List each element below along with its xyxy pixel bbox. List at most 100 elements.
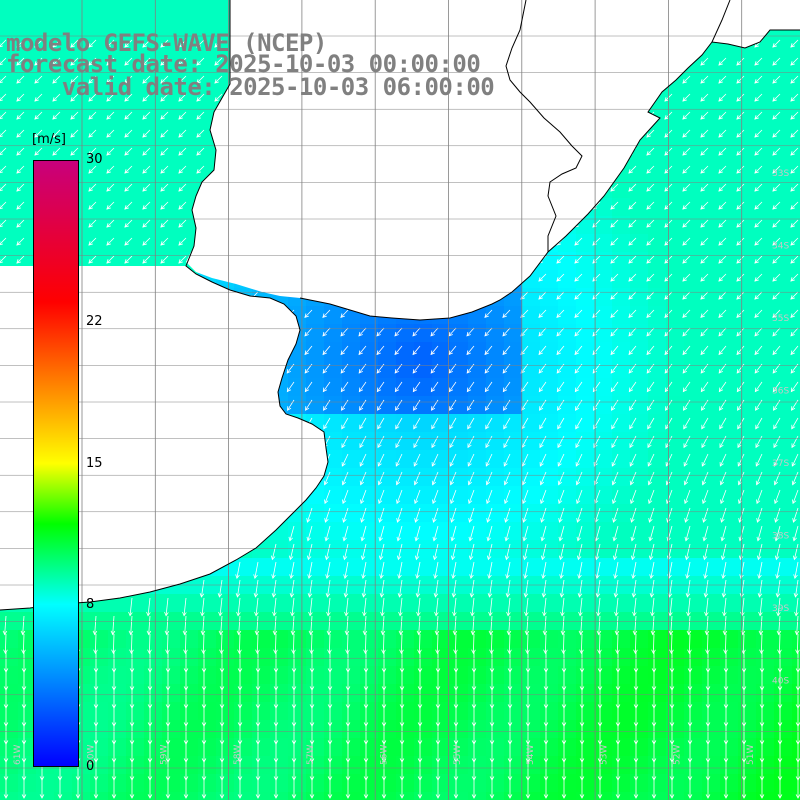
field-cell: [576, 522, 595, 541]
wind-arrow: [682, 165, 691, 174]
field-cell: [792, 342, 800, 361]
field-cell: [0, 162, 19, 181]
wind-arrow: [541, 561, 547, 580]
wind-arrow: [450, 507, 457, 523]
field-cell: [90, 666, 109, 685]
wind-arrow: [471, 633, 476, 655]
longitude-label: 54W: [526, 745, 536, 765]
field-cell: [630, 792, 649, 800]
field-cell: [504, 540, 523, 559]
field-cell: [684, 126, 703, 145]
field-cell: [504, 522, 523, 541]
wind-arrow: [164, 615, 170, 636]
wind-arrow: [702, 543, 709, 561]
field-cell: [198, 72, 217, 91]
field-cell: [72, 108, 91, 127]
wind-arrow: [628, 327, 637, 337]
wind-arrow: [577, 561, 583, 580]
field-cell: [324, 792, 343, 800]
field-cell: [648, 504, 667, 523]
field-cell: [360, 594, 379, 613]
field-cell: [774, 306, 793, 325]
field-cell: [612, 774, 631, 793]
field-cell: [450, 774, 469, 793]
wind-arrow: [341, 399, 349, 411]
wind-arrow: [647, 399, 655, 411]
wind-arrow: [432, 525, 439, 542]
field-cell: [522, 504, 541, 523]
wind-arrow: [648, 507, 655, 523]
field-cell: [144, 594, 163, 613]
field-cell: [792, 90, 800, 109]
wind-arrow: [646, 345, 655, 356]
wind-arrow: [540, 489, 547, 505]
wind-arrow: [505, 579, 511, 598]
field-cell: [720, 234, 739, 253]
wind-arrow: [772, 255, 781, 264]
wind-arrow: [3, 633, 8, 655]
field-cell: [450, 342, 469, 361]
wind-arrow: [431, 435, 439, 449]
field-cell: [774, 684, 793, 703]
field-cell: [630, 666, 649, 685]
wind-arrow: [682, 111, 691, 120]
wind-arrow: [682, 201, 691, 210]
field-cell: [594, 252, 613, 271]
field-cell: [54, 144, 73, 163]
field-cell: [576, 396, 595, 415]
wind-arrow: [111, 633, 116, 655]
field-cell: [144, 18, 163, 37]
wind-arrow: [754, 219, 763, 228]
wind-arrow: [791, 399, 799, 411]
wind-arrow: [593, 471, 601, 486]
field-cell: [720, 144, 739, 163]
wind-arrow: [16, 165, 25, 174]
wind-arrow: [559, 579, 565, 598]
wind-arrow: [504, 543, 511, 561]
field-cell: [666, 702, 685, 721]
field-cell: [702, 612, 721, 631]
wind-arrow: [93, 778, 99, 799]
field-cell: [144, 612, 163, 631]
field-cell: [108, 648, 127, 667]
longitude-label: 56W: [380, 745, 390, 765]
wind-arrow: [669, 633, 674, 655]
wind-arrow: [721, 561, 727, 580]
field-cell: [216, 684, 235, 703]
wind-arrow: [704, 597, 709, 617]
wind-arrow: [755, 399, 763, 411]
field-cell: [720, 612, 739, 631]
wind-arrow: [88, 201, 97, 210]
field-cell: [90, 108, 109, 127]
field-cell: [540, 360, 559, 379]
field-cell: [792, 54, 800, 73]
field-cell: [558, 486, 577, 505]
field-cell: [396, 504, 415, 523]
wind-arrow: [503, 399, 511, 411]
wind-arrow: [360, 489, 367, 505]
field-cell: [648, 612, 667, 631]
field-cell: [54, 774, 73, 793]
field-cell: [594, 756, 613, 775]
field-cell: [720, 504, 739, 523]
wind-arrow: [525, 633, 530, 655]
wind-arrow: [720, 507, 727, 523]
wind-arrow: [556, 381, 565, 393]
wind-arrow: [431, 399, 439, 411]
field-cell: [702, 792, 721, 800]
field-cell: [342, 594, 361, 613]
field-cell: [684, 504, 703, 523]
field-cell: [198, 630, 217, 649]
field-cell: [648, 396, 667, 415]
wind-arrow: [704, 615, 710, 636]
wind-arrow: [342, 489, 349, 505]
wind-arrow: [736, 111, 745, 120]
wind-arrow: [254, 597, 259, 617]
field-cell: [252, 648, 271, 667]
field-cell: [648, 756, 667, 775]
field-cell: [612, 234, 631, 253]
field-cell: [450, 468, 469, 487]
field-cell: [540, 468, 559, 487]
field-cell: [774, 540, 793, 559]
